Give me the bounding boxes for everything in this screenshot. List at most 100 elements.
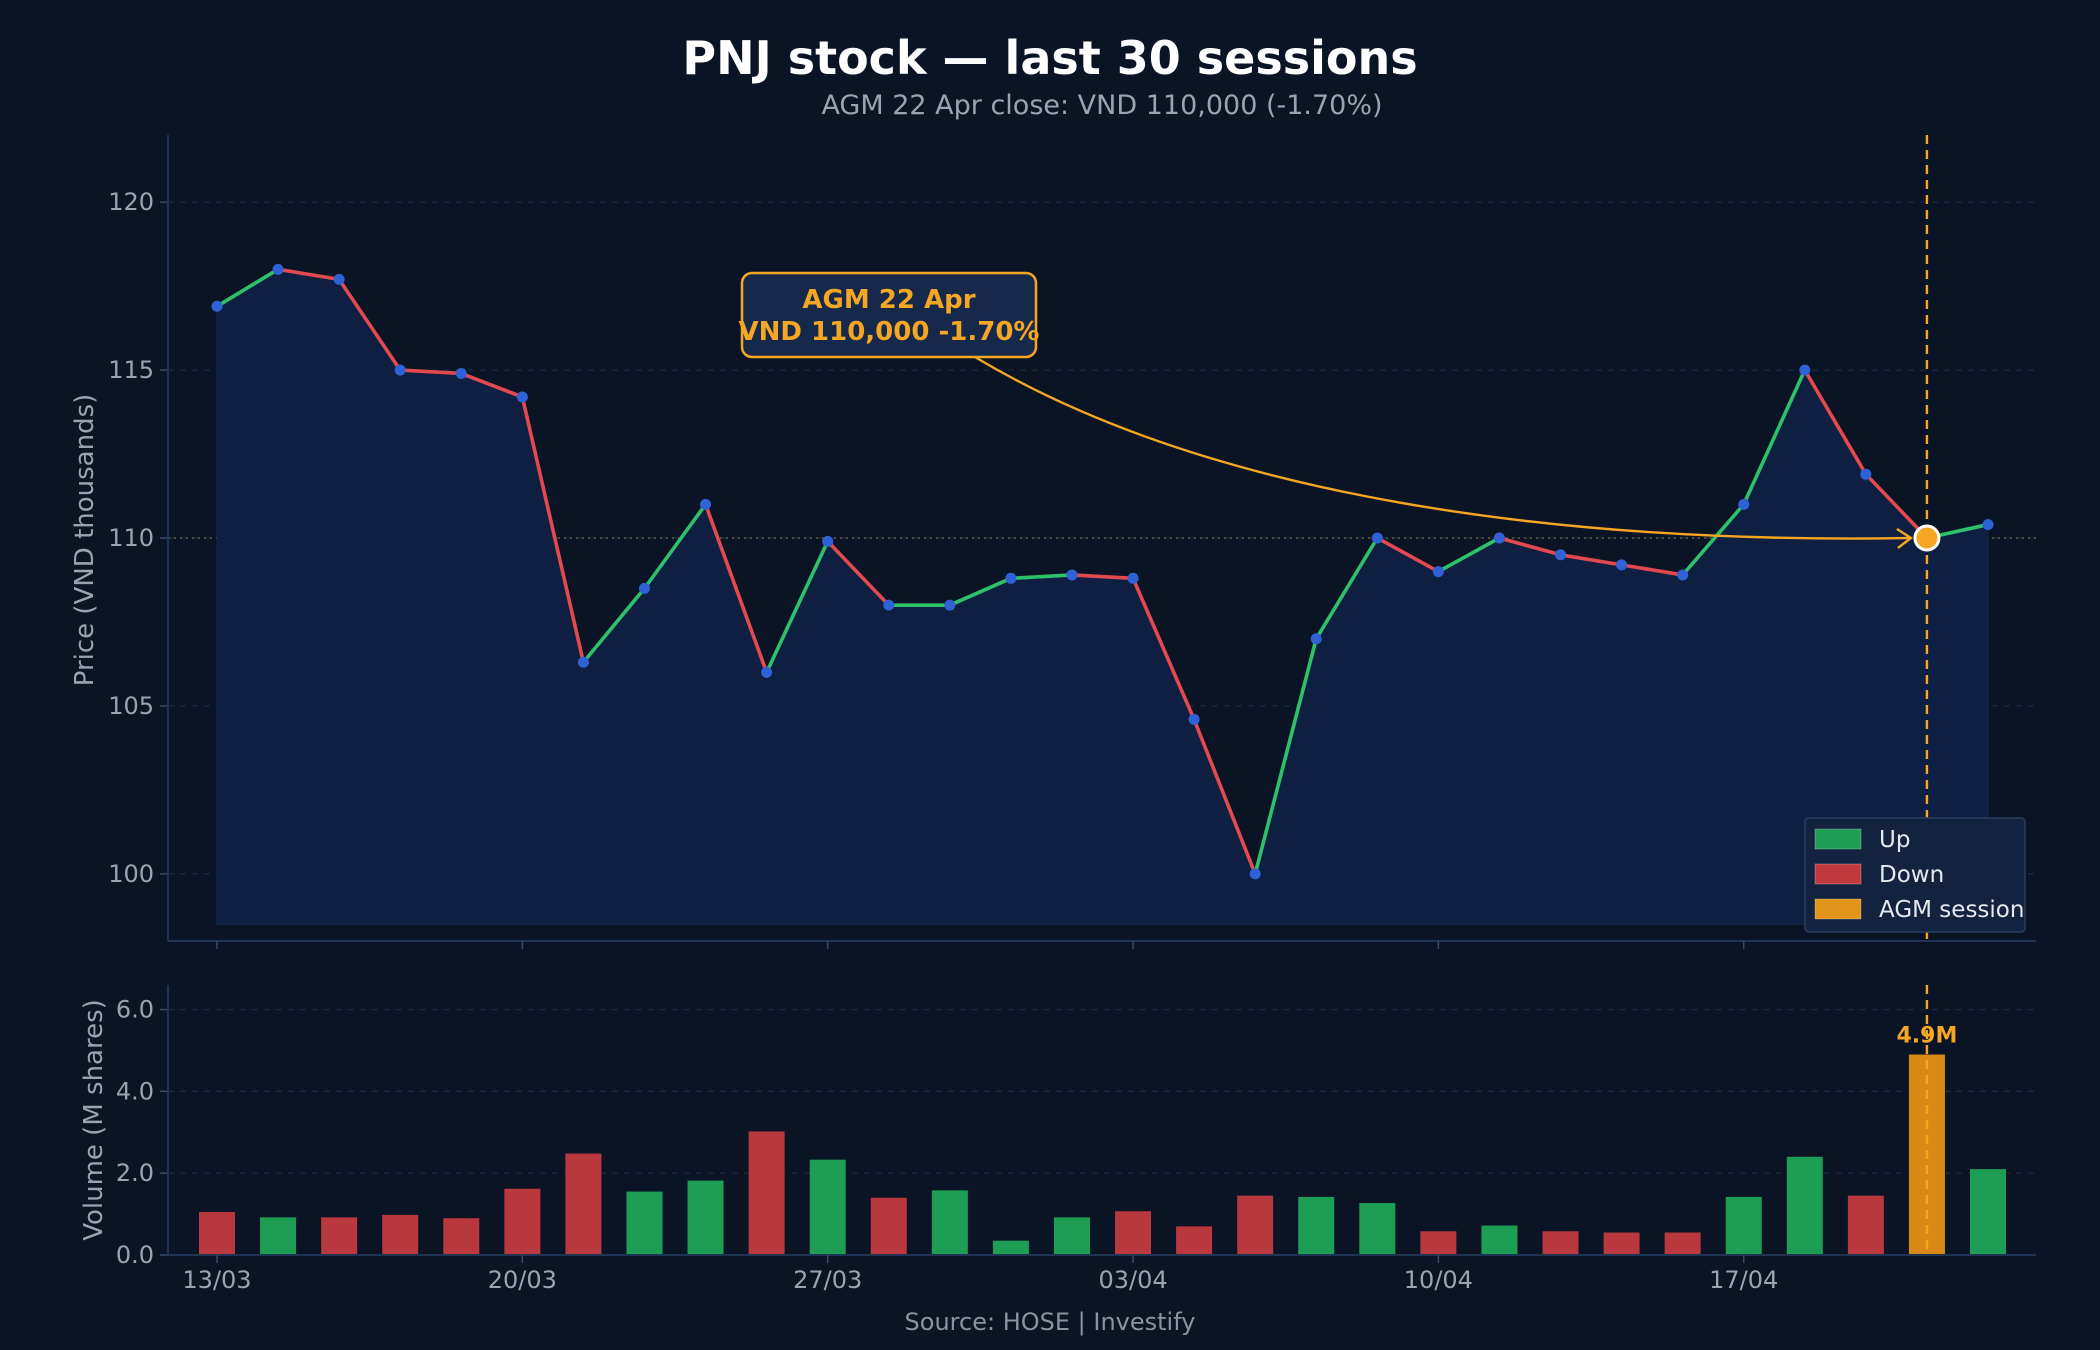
price-segment [520, 395, 586, 665]
price-point [883, 599, 895, 611]
price-point [394, 364, 406, 376]
price-segment [1192, 717, 1257, 876]
price-tick-label: 120 [108, 188, 154, 216]
price-tick-label: 100 [108, 860, 154, 888]
price-point [1188, 713, 1200, 725]
volume-bar [1786, 1156, 1823, 1255]
price-segment [215, 267, 280, 309]
price-point [516, 391, 528, 403]
price-segment [1314, 536, 1380, 641]
price-point [1555, 549, 1567, 561]
price-segment [948, 576, 1013, 607]
price-point [272, 263, 284, 275]
volume-bar [1237, 1195, 1274, 1255]
volume-bar [870, 1197, 907, 1255]
legend-swatch [1814, 898, 1862, 920]
price-segment [1070, 573, 1135, 581]
price-segment [581, 586, 647, 665]
x-tick-label: 17/04 [1709, 1266, 1778, 1294]
price-point [1677, 569, 1689, 581]
price-segment [1741, 368, 1807, 507]
price-point [1310, 633, 1322, 645]
volume-tick-label: 0.0 [116, 1241, 154, 1269]
volume-bar [626, 1191, 663, 1255]
annotation-line1: AGM 22 Apr [802, 285, 975, 315]
price-segment [1497, 536, 1563, 557]
volume-bar [1115, 1211, 1152, 1255]
price-point [1066, 569, 1078, 581]
price-point [211, 300, 223, 312]
annotation-box [740, 271, 1038, 359]
source-note: Source: HOSE | Investify [905, 1308, 1196, 1336]
price-point [638, 582, 650, 594]
annotation-arrowhead [1896, 527, 1914, 549]
price-segment [1375, 536, 1441, 574]
price-segment [825, 539, 891, 607]
price-point [761, 666, 773, 678]
volume-bar [199, 1212, 235, 1255]
annotation-line2: VND 110,000 -1.70% [739, 317, 1040, 347]
price-point [1249, 868, 1261, 880]
legend-label: Up [1879, 827, 1910, 853]
price-segment [1436, 536, 1502, 574]
volume-bar [565, 1153, 602, 1255]
price-point [1616, 559, 1628, 571]
volume-tick-label: 4.0 [116, 1077, 154, 1105]
legend-swatch [1814, 863, 1862, 885]
price-point [1982, 519, 1994, 531]
legend-label: Down [1879, 862, 1944, 888]
volume-bar [1725, 1196, 1762, 1255]
agm-volume-label: 4.9M [1896, 1024, 1957, 1049]
x-tick-label: 10/04 [1404, 1266, 1473, 1294]
price-point [1738, 498, 1750, 510]
price-point [333, 273, 345, 285]
price-segment [1009, 573, 1074, 581]
volume-bar [321, 1217, 358, 1255]
volume-bar [1603, 1232, 1640, 1255]
price-point [1860, 468, 1872, 480]
chart-subtitle: AGM 22 Apr close: VND 110,000 (-1.70%) [821, 90, 1382, 121]
chart-title: PNJ stock — last 30 sessions [682, 31, 1417, 85]
volume-bar [1420, 1231, 1457, 1255]
volume-bar [931, 1190, 968, 1255]
price-tick-label: 115 [108, 356, 154, 384]
price-segment [1253, 636, 1319, 876]
legend-label: AGM session [1879, 897, 2024, 923]
volume-tick-label: 6.0 [116, 996, 154, 1024]
agm-price-point [1913, 524, 1941, 552]
price-segment [1680, 502, 1746, 577]
price-point [1127, 572, 1139, 584]
volume-bar [1053, 1217, 1090, 1255]
price-point [1371, 532, 1383, 544]
volume-bar [748, 1131, 785, 1255]
volume-bar [1542, 1231, 1579, 1255]
price-point [455, 367, 467, 379]
price-segment [1619, 563, 1685, 577]
volume-bar [260, 1217, 297, 1255]
legend-swatch [1814, 828, 1862, 850]
volume-bar [382, 1214, 419, 1255]
volume-tick-label: 2.0 [116, 1159, 154, 1187]
x-tick-label: 27/03 [793, 1266, 862, 1294]
price-segment [1131, 576, 1196, 722]
price-segment [1802, 368, 1868, 476]
price-segment [337, 277, 403, 372]
volume-bar [1664, 1232, 1701, 1255]
price-tick-label: 105 [108, 692, 154, 720]
annotation-arrow [974, 355, 1911, 540]
price-point [944, 599, 956, 611]
volume-bar [687, 1180, 724, 1255]
price-point [1799, 364, 1811, 376]
price-segment [459, 371, 525, 399]
volume-bar [443, 1218, 480, 1255]
price-axis-label: Price (VND thousands) [70, 394, 100, 687]
volume-bar [1847, 1195, 1884, 1255]
x-tick-label: 20/03 [488, 1266, 557, 1294]
x-tick-label: 13/03 [182, 1266, 251, 1294]
volume-bar [1298, 1196, 1335, 1255]
volume-bar [1359, 1203, 1396, 1255]
price-segment [1558, 552, 1624, 567]
volume-bar [504, 1188, 541, 1255]
